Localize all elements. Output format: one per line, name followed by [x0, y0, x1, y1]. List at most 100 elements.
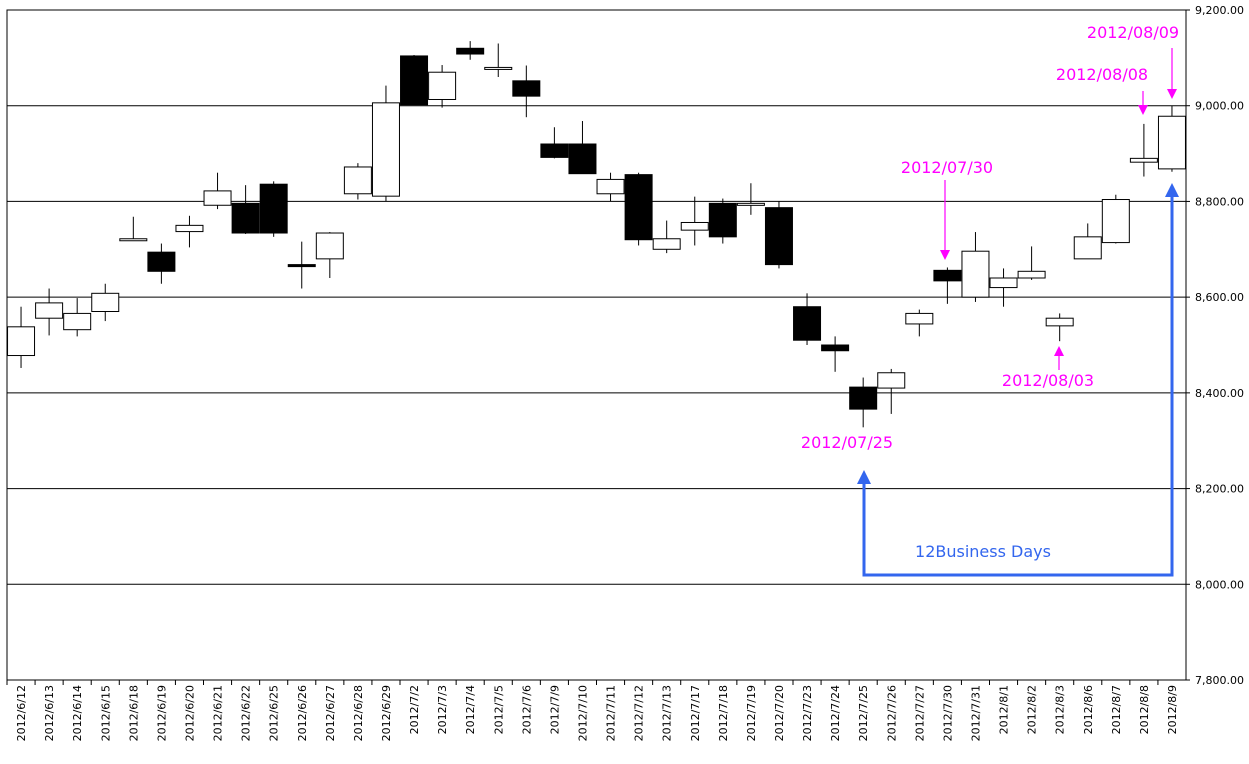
y-tick-label: 8,600.00	[1195, 291, 1244, 304]
candle	[175, 215, 204, 248]
candle	[287, 241, 316, 289]
candle-body-bearish	[287, 264, 316, 268]
x-tick-label: 2012/7/10	[576, 685, 589, 741]
gridlines	[7, 9, 1190, 681]
x-tick-label: 2012/7/17	[689, 685, 702, 741]
label-2012-08-03: 2012/08/03	[1002, 371, 1094, 390]
candle	[708, 198, 737, 244]
y-tick-label: 9,000.00	[1195, 100, 1244, 113]
candle	[147, 243, 176, 284]
x-tick-label: 2012/8/6	[1082, 685, 1095, 734]
candle-body-bullish	[119, 238, 148, 242]
x-tick-label: 2012/6/21	[212, 685, 225, 741]
candle-body-bullish	[203, 190, 232, 206]
candle	[989, 268, 1018, 307]
x-tick-label: 2012/6/14	[71, 685, 84, 741]
y-tick-label: 8,800.00	[1195, 195, 1244, 208]
annotation-0725: 2012/07/25	[801, 433, 893, 452]
x-tick-label: 2012/8/8	[1138, 685, 1151, 734]
candle-body-bullish	[989, 277, 1018, 289]
candle	[680, 196, 709, 246]
candle	[91, 283, 120, 322]
x-tick-label: 2012/7/4	[464, 685, 477, 734]
x-tick-label: 2012/6/26	[296, 685, 309, 741]
x-tick-label: 2012/7/3	[436, 685, 449, 734]
x-tick-label: 2012/8/9	[1166, 685, 1179, 734]
candle	[624, 172, 653, 246]
candle	[1045, 313, 1074, 342]
candle	[1101, 194, 1130, 244]
label-2012-07-25: 2012/07/25	[801, 433, 893, 452]
x-tick-label: 2012/6/15	[99, 685, 112, 741]
x-tick-label: 2012/7/2	[408, 685, 421, 734]
candle	[231, 185, 260, 234]
arrow-down-icon	[940, 250, 950, 260]
candle	[540, 127, 569, 159]
candle-body-bullish	[7, 326, 36, 357]
arrow-down-icon	[1167, 89, 1177, 99]
candle	[428, 65, 457, 108]
candle-body-bearish	[456, 47, 485, 55]
candle	[456, 41, 485, 60]
candle-body-bullish	[371, 102, 400, 197]
x-tick-label: 2012/6/18	[127, 685, 140, 741]
candle-body-bullish	[1129, 157, 1158, 163]
y-axis-labels: 7,800.00 8,000.00 8,200.00 8,400.00 8,600.00…	[1195, 4, 1244, 687]
x-tick-label: 2012/6/28	[352, 685, 365, 741]
x-tick-label: 2012/7/31	[969, 685, 982, 741]
candle-body-bearish	[231, 202, 260, 234]
candle-body-bullish	[175, 224, 204, 233]
candle-body-bullish	[680, 221, 709, 231]
x-tick-label: 2012/8/7	[1110, 685, 1123, 734]
candle-body-bullish	[428, 71, 457, 100]
arrow-down-icon	[1138, 105, 1148, 115]
annotation-0730: 2012/07/30	[901, 158, 993, 260]
label-2012-07-30: 2012/07/30	[901, 158, 993, 177]
candle	[203, 172, 232, 210]
candle-body-bearish	[933, 269, 962, 282]
x-tick-label: 2012/7/19	[745, 685, 758, 741]
x-tick-label: 2012/7/23	[801, 685, 814, 741]
x-tick-label: 2012/6/19	[155, 685, 168, 741]
x-tick-label: 2012/7/5	[492, 685, 505, 734]
candle-body-bearish	[821, 344, 850, 352]
arrow-up-icon	[1054, 346, 1064, 356]
span-arrow-left-icon	[857, 470, 871, 484]
x-tick-label: 2012/7/13	[661, 685, 674, 741]
candle-body-bullish	[652, 238, 681, 250]
plot-area	[6, 9, 1187, 681]
annotation-0808: 2012/08/08	[1056, 65, 1148, 115]
candle-body-bearish	[259, 183, 288, 234]
label-2012-08-08: 2012/08/08	[1056, 65, 1148, 84]
candle-body-bearish	[512, 80, 541, 97]
candle-body-bearish	[708, 202, 737, 238]
candle-body-bullish	[596, 178, 625, 195]
y-tick-label: 8,400.00	[1195, 387, 1244, 400]
candles	[7, 41, 1186, 428]
candle-body-bullish	[1045, 317, 1074, 327]
candle	[259, 181, 288, 237]
candle-body-bullish	[905, 312, 934, 325]
x-tick-label: 2012/7/11	[605, 685, 618, 741]
candle	[343, 163, 372, 200]
candle-body-bearish	[849, 386, 878, 410]
candle	[7, 306, 36, 368]
y-tick-label: 8,000.00	[1195, 578, 1244, 591]
x-tick-label: 2012/7/30	[941, 685, 954, 741]
candle	[484, 43, 513, 77]
span-bracket-line	[862, 193, 1174, 577]
candle-body-bearish	[540, 143, 569, 158]
candle	[512, 65, 541, 118]
candle	[652, 220, 681, 254]
x-tick-label: 2012/7/20	[773, 685, 786, 741]
candle-body-bullish	[1157, 115, 1186, 170]
candle	[849, 377, 878, 428]
x-tick-label: 2012/7/6	[520, 685, 533, 734]
annotation-0803: 2012/08/03	[1002, 346, 1094, 390]
candle-body-bullish	[877, 372, 906, 389]
x-tick-label: 2012/7/27	[913, 685, 926, 741]
candle	[371, 85, 400, 202]
x-tick-label: 2012/8/2	[1026, 685, 1039, 734]
candle	[1017, 246, 1046, 280]
